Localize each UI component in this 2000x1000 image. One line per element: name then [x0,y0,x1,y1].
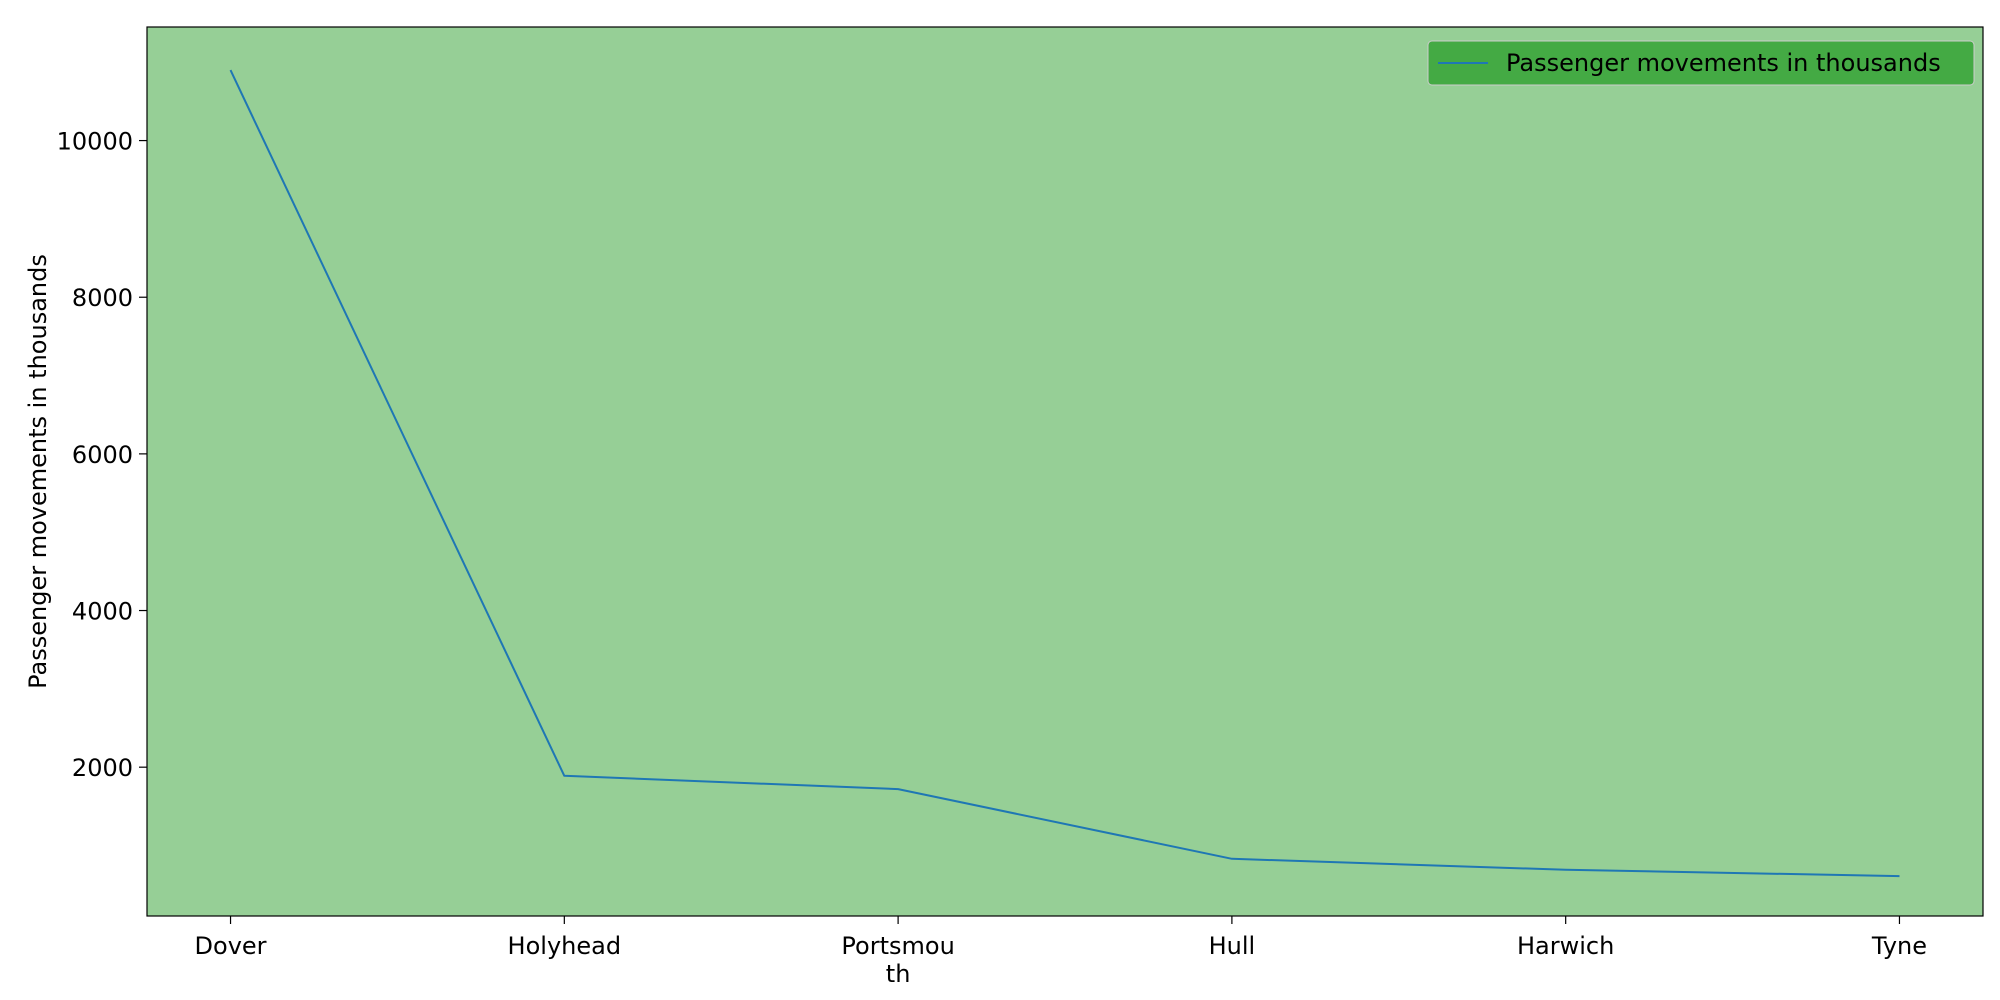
plot-area [147,27,1983,916]
x-tick-label: Portsmou [841,932,954,960]
y-tick-label: 10000 [57,128,133,156]
legend-box [1427,40,1975,86]
x-tick-label: Holyhead [508,932,622,960]
plot-frame [146,26,1984,917]
y-tick-label: 4000 [72,598,133,626]
y-axis-label: Passenger movements in thousands [24,254,52,689]
y-tick-label: 2000 [72,754,133,782]
y-axis: 2000 4000 6000 8000 10000 [57,128,147,782]
x-tick-label: Harwich [1517,932,1614,960]
series-layer [229,69,1900,878]
y-tick-label: 8000 [72,284,133,312]
x-tick-label: Dover [195,932,267,960]
x-tick-label: Tyne [1871,932,1927,960]
legend: Passenger movements in thousands [1427,40,1975,86]
x-tick-label: Hull [1209,932,1256,960]
y-tick-label: 6000 [72,441,133,469]
series-line [229,69,1900,878]
x-tick-label: th [886,960,911,988]
legend-label: Passenger movements in thousands [1506,49,1941,77]
